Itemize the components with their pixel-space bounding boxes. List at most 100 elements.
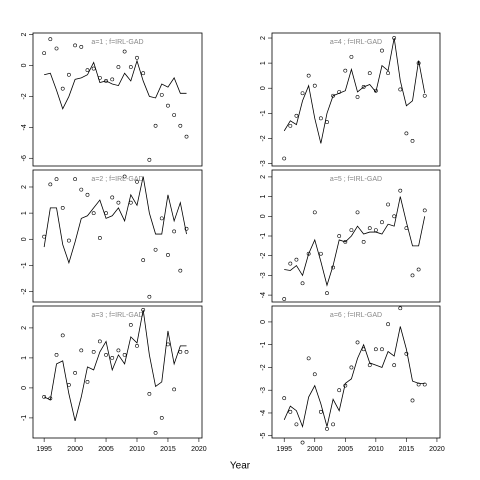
y-tick-label: -3	[260, 160, 267, 166]
observed-point	[73, 177, 77, 182]
y-tick-label: -1	[21, 415, 28, 421]
observed-point	[91, 211, 96, 216]
panel: a=2 ; f=IRL-GAD 2 1 0 -1 -2	[21, 169, 203, 303]
observed-point	[128, 65, 133, 69]
fitted-line	[283, 326, 425, 429]
observed-point	[422, 208, 427, 213]
y-tick-label: -1	[21, 262, 28, 268]
y-tick-label: 1	[21, 356, 28, 360]
observed-point	[398, 188, 403, 193]
observed-point	[282, 396, 287, 401]
y-tick-label: 0	[21, 237, 28, 241]
observed-point	[380, 48, 384, 53]
observed-point	[331, 93, 335, 98]
observed-point	[178, 268, 183, 273]
observed-point	[147, 157, 152, 162]
observed-point	[318, 251, 323, 256]
observed-point	[184, 226, 189, 231]
observed-point	[172, 229, 177, 234]
observed-point	[166, 103, 170, 108]
observed-point	[422, 382, 427, 387]
panel-frame	[32, 305, 203, 439]
x-tick-label: 1995	[276, 446, 292, 453]
strip-title: a=1 ; f=IRL-GAD	[91, 39, 143, 46]
observed-point	[331, 422, 335, 427]
strip-title: a=2 ; f=IRL-GAD	[91, 176, 143, 183]
observed-point	[337, 388, 342, 393]
panel: a=3 ; f=IRL-GAD 2 1 0 -1 1995 2000 2005 2010 2015…	[21, 305, 207, 453]
observed-point	[153, 123, 158, 128]
observed-point	[404, 131, 409, 136]
y-tick-label: -2	[21, 288, 28, 294]
observed-point	[398, 306, 403, 311]
observed-point	[386, 71, 390, 76]
observed-point	[128, 200, 133, 205]
observed-point	[282, 297, 287, 301]
observed-point	[355, 340, 360, 345]
fitted-line	[43, 309, 187, 421]
observed-point	[91, 349, 96, 354]
observed-point	[110, 195, 115, 200]
x-tick-label: 2020	[191, 446, 207, 453]
x-tick-label: 2010	[368, 446, 384, 453]
observed-point	[141, 258, 146, 263]
observed-point	[282, 156, 287, 161]
x-tick-label: 2000	[67, 446, 83, 453]
observed-point	[141, 71, 146, 76]
panel-frame	[32, 169, 203, 303]
observed-point	[172, 113, 177, 117]
y-tick-label: -5	[260, 433, 267, 439]
observed-point	[178, 349, 183, 354]
fitted-line	[43, 176, 187, 265]
observed-point	[373, 347, 378, 352]
observed-point	[122, 352, 127, 357]
observed-point	[404, 351, 409, 356]
panel-frame	[271, 169, 441, 303]
observed-point	[122, 49, 127, 54]
y-tick-label: 0	[21, 386, 28, 390]
observed-point	[337, 234, 342, 238]
observed-point	[306, 356, 311, 361]
observed-point	[361, 240, 366, 244]
observed-point	[306, 73, 311, 78]
strip-title: a=3 ; f=IRL-GAD	[91, 312, 143, 319]
observed-point	[410, 139, 415, 143]
x-tick-label: 2000	[307, 446, 323, 453]
observed-point	[325, 120, 329, 124]
observed-point	[312, 372, 317, 377]
observed-point	[67, 72, 71, 77]
observed-point	[392, 214, 397, 219]
y-tick-label: 2	[21, 32, 28, 36]
observed-point	[97, 339, 102, 344]
y-tick-label: 2	[260, 36, 267, 40]
y-tick-label: 2	[21, 185, 28, 189]
observed-point	[325, 426, 329, 431]
observed-point	[116, 348, 121, 353]
y-tick-label: -2	[260, 252, 267, 258]
observed-point	[184, 349, 189, 354]
observed-point	[166, 253, 170, 257]
observed-point	[422, 93, 427, 98]
observed-point	[355, 95, 360, 99]
y-tick-label: -1	[260, 110, 267, 116]
observed-point	[79, 45, 84, 49]
observed-point	[42, 51, 47, 56]
observed-point	[85, 68, 90, 73]
observed-point	[147, 294, 152, 299]
observed-point	[416, 382, 421, 387]
y-tick-label: 0	[260, 86, 267, 90]
observed-point	[73, 43, 77, 48]
observed-point	[178, 123, 183, 128]
observed-point	[48, 182, 53, 187]
observed-point	[294, 113, 299, 118]
x-tick-label: 2015	[160, 446, 176, 453]
y-tick-label: 1	[21, 211, 28, 215]
y-tick-label: 0	[21, 63, 28, 67]
y-tick-label: 1	[260, 61, 267, 65]
y-tick-label: 2	[21, 326, 28, 330]
observed-point	[312, 210, 317, 215]
observed-point	[392, 363, 397, 368]
observed-point	[104, 352, 108, 357]
observed-point	[380, 347, 384, 352]
observed-point	[79, 187, 84, 192]
